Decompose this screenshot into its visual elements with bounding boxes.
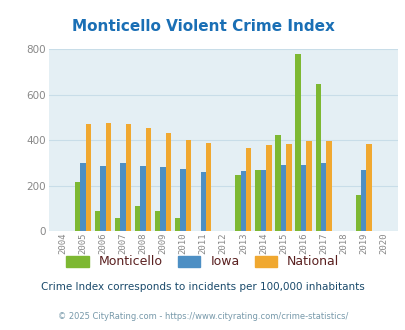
Bar [360,170,366,231]
Bar [286,144,291,231]
Bar [115,218,120,231]
Bar [280,165,286,231]
Bar [120,163,126,231]
Bar [234,176,240,231]
Bar [185,140,191,231]
Bar [366,144,371,231]
Bar [295,54,300,231]
Bar [140,166,145,231]
Bar [105,123,111,231]
Bar [180,169,185,231]
Bar [80,163,85,231]
Bar [240,171,245,231]
Bar [145,128,151,231]
Bar [260,170,266,231]
Bar [355,195,360,231]
Bar [305,141,311,231]
Bar [155,211,160,231]
Text: Monticello Violent Crime Index: Monticello Violent Crime Index [71,19,334,34]
Bar [85,124,91,231]
Bar [175,218,180,231]
Bar [320,163,326,231]
Bar [134,206,140,231]
Bar [326,141,331,231]
Bar [266,146,271,231]
Bar [275,135,280,231]
Text: © 2025 CityRating.com - https://www.cityrating.com/crime-statistics/: © 2025 CityRating.com - https://www.city… [58,312,347,321]
Bar [315,83,320,231]
Bar [245,148,251,231]
Bar [160,167,165,231]
Bar [126,124,131,231]
Bar [205,143,211,231]
Bar [165,133,171,231]
Bar [300,165,305,231]
Bar [100,166,105,231]
Bar [255,170,260,231]
Text: Crime Index corresponds to incidents per 100,000 inhabitants: Crime Index corresponds to incidents per… [41,282,364,292]
Legend: Monticello, Iowa, National: Monticello, Iowa, National [61,250,344,274]
Bar [200,172,205,231]
Bar [75,182,80,231]
Bar [94,211,100,231]
